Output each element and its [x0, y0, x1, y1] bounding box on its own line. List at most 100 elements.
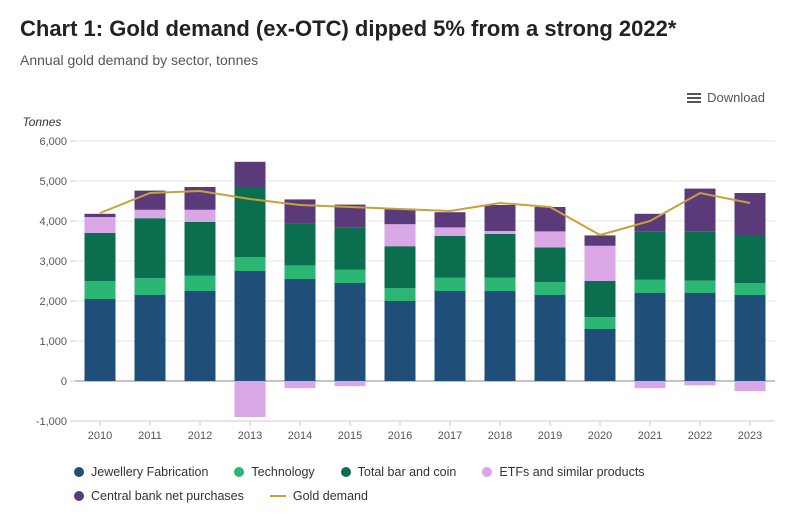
bar-segment — [334, 228, 365, 270]
svg-text:2022: 2022 — [687, 430, 711, 442]
svg-text:2019: 2019 — [537, 430, 561, 442]
chart-toolbar: Download — [20, 86, 781, 109]
svg-text:2016: 2016 — [387, 430, 411, 442]
svg-text:2014: 2014 — [287, 430, 311, 442]
svg-text:2015: 2015 — [337, 430, 361, 442]
bar-segment — [234, 257, 265, 271]
chart-title: Chart 1: Gold demand (ex-OTC) dipped 5% … — [20, 16, 781, 42]
download-label: Download — [707, 90, 765, 105]
svg-text:1,000: 1,000 — [39, 336, 67, 348]
bar-segment — [584, 281, 615, 317]
bar-segment — [384, 224, 415, 246]
bar-segment — [434, 236, 465, 278]
chart-subtitle: Annual gold demand by sector, tonnes — [20, 52, 781, 68]
legend-swatch — [482, 467, 492, 477]
legend-label: Jewellery Fabrication — [91, 465, 208, 479]
bar-segment — [84, 214, 115, 217]
svg-text:0: 0 — [60, 376, 66, 388]
bar-segment — [484, 278, 515, 291]
bar-segment — [234, 381, 265, 417]
bar-segment — [534, 231, 565, 247]
svg-text:2021: 2021 — [637, 430, 661, 442]
bar-segment — [284, 265, 315, 279]
bar-segment — [534, 247, 565, 282]
bar-segment — [434, 212, 465, 227]
legend-swatch — [341, 467, 351, 477]
svg-text:2013: 2013 — [237, 430, 261, 442]
bar-segment — [384, 288, 415, 301]
legend-item[interactable]: ETFs and similar products — [482, 465, 644, 479]
svg-text:2010: 2010 — [87, 430, 111, 442]
bar-segment — [184, 210, 215, 222]
bar-segment — [734, 295, 765, 381]
legend-label: ETFs and similar products — [499, 465, 644, 479]
hamburger-icon — [687, 93, 701, 103]
bar-segment — [634, 381, 665, 388]
bar-segment — [484, 205, 515, 231]
svg-text:4,000: 4,000 — [39, 216, 67, 228]
bar-segment — [284, 279, 315, 381]
bar-segment — [334, 381, 365, 386]
chart-area: Tonnes -1,000 0 1,000 2,000 3,000 4,000 5,000 6… — [21, 115, 781, 451]
svg-text:2020: 2020 — [587, 430, 611, 442]
bar-segment — [84, 233, 115, 281]
bar-segment — [584, 329, 615, 381]
legend-line-swatch — [270, 495, 286, 497]
bar-segment — [234, 162, 265, 187]
bar-segment — [634, 280, 665, 293]
bar-segment — [434, 291, 465, 381]
svg-text:2023: 2023 — [737, 430, 761, 442]
bar-segment — [434, 227, 465, 235]
bar-segment — [684, 232, 715, 281]
bar-segment — [184, 222, 215, 276]
bar-segment — [584, 246, 615, 281]
bar-segment — [234, 271, 265, 381]
bar-segment — [434, 278, 465, 291]
bar-segment — [284, 223, 315, 265]
legend-item[interactable]: Jewellery Fabrication — [74, 465, 208, 479]
bar-segment — [184, 276, 215, 291]
svg-text:6,000: 6,000 — [39, 136, 67, 148]
legend-item[interactable]: Central bank net purchases — [74, 489, 244, 503]
bar-segment — [734, 283, 765, 295]
bar-segment — [684, 293, 715, 381]
bar-segment — [634, 293, 665, 381]
legend: Jewellery Fabrication Technology Total bar… — [20, 465, 700, 503]
download-button[interactable]: Download — [681, 86, 771, 109]
y-axis-title: Tonnes — [23, 115, 781, 129]
legend-item[interactable]: Technology — [234, 465, 314, 479]
bar-segment — [684, 281, 715, 293]
legend-swatch — [74, 491, 84, 501]
bar-segment — [484, 231, 515, 234]
legend-label: Central bank net purchases — [91, 489, 244, 503]
svg-text:3,000: 3,000 — [39, 256, 67, 268]
legend-item[interactable]: Gold demand — [270, 489, 368, 503]
svg-text:2011: 2011 — [138, 430, 162, 442]
bar-segment — [534, 207, 565, 231]
legend-swatch — [234, 467, 244, 477]
bar-segment — [534, 295, 565, 381]
svg-text:2017: 2017 — [437, 430, 461, 442]
bar-segment — [384, 301, 415, 381]
svg-text:2,000: 2,000 — [39, 296, 67, 308]
bar-segment — [284, 381, 315, 388]
bar-segment — [134, 210, 165, 218]
bar-segment — [384, 246, 415, 288]
legend-swatch — [74, 467, 84, 477]
bar-segment — [684, 381, 715, 385]
legend-item[interactable]: Total bar and coin — [341, 465, 457, 479]
bar-segment — [734, 193, 765, 235]
legend-label: Total bar and coin — [358, 465, 457, 479]
bar-segment — [534, 282, 565, 295]
bar-segment — [634, 214, 665, 232]
svg-text:-1,000: -1,000 — [35, 416, 66, 428]
svg-text:2018: 2018 — [487, 430, 511, 442]
bar-segment — [584, 317, 615, 329]
bar-segment — [634, 232, 665, 280]
legend-label: Technology — [251, 465, 314, 479]
bar-segment — [134, 278, 165, 295]
svg-text:5,000: 5,000 — [39, 176, 67, 188]
bar-segment — [734, 381, 765, 391]
bar-segment — [484, 291, 515, 381]
svg-text:2012: 2012 — [187, 430, 211, 442]
